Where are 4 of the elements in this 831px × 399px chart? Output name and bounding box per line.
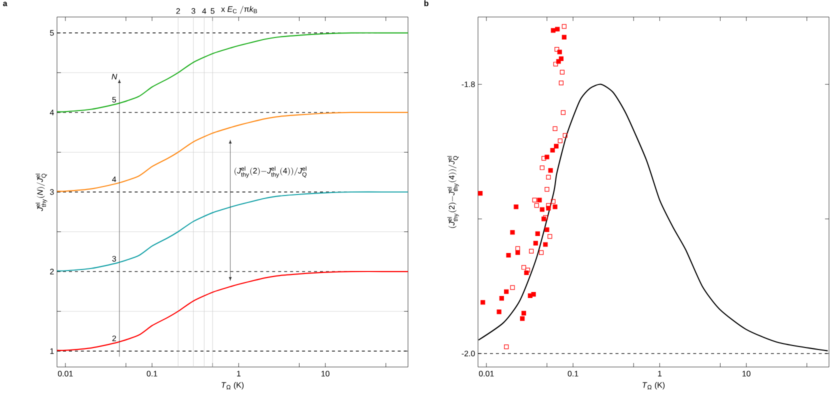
annotation: $\mathrm{(}\mathit{J}^{\mathrm{el}}_{\mathrm{thy}}\mathrm{(2)-}\mathit{J}^{\mathrm{el}}_{\mathrm{thy}}\mathrm{(4))/}\mathit{J}^{\mathrm{el}}_{\mathrm{Q}}$ bbox=[234, 166, 306, 178]
text: $\mathrm{x}\ \mathit{E}_{\mathrm{C}}\ \mathrm{/π}\mathit{k}_{\mathrm{B}}$ bbox=[221, 6, 257, 14]
y-axis-title: $\mathit{J}^{\mathrm{el}}_{\mathrm{thy}}\mathrm{(}\mathit{N}\mathrm{)/}\mathit{J}^{\mathrm{el}}_{\mathrm{Q}}$ bbox=[36, 174, 48, 212]
y-axis-title: $\mathrm{(}\mathit{J}^{\mathrm{el}}_{\mathrm{thy}}\mathrm{(2)-}\mathit{J}^{\mathrm{el}}_{\mathrm{thy}}\mathrm{(4))/}\mathit{J}^{\mathrm{el}}_{\mathrm{Q}}$ bbox=[447, 156, 459, 228]
